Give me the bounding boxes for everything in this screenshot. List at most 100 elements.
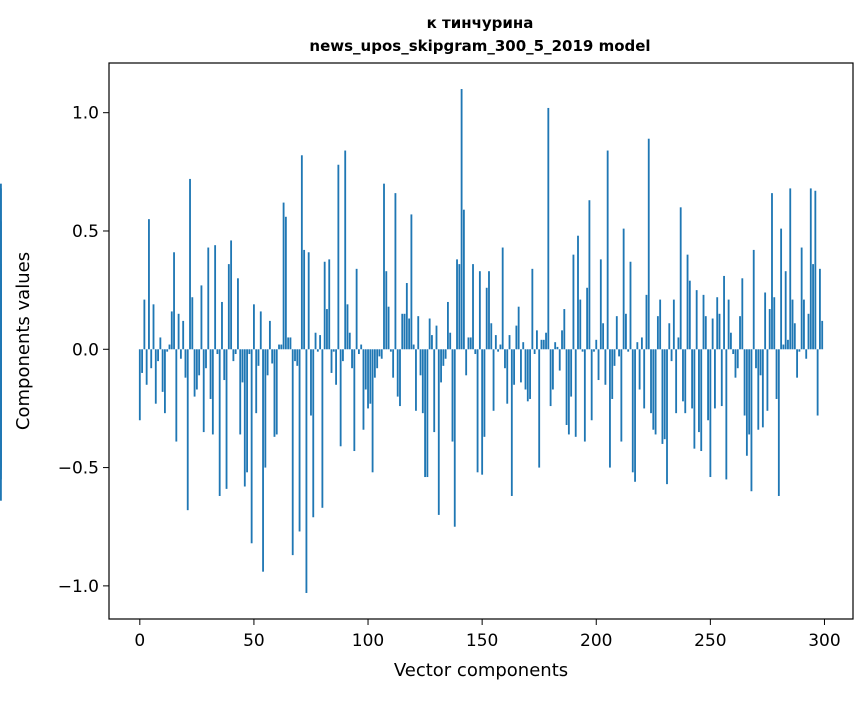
bar xyxy=(385,271,388,350)
bar xyxy=(771,193,773,350)
bar xyxy=(211,349,214,435)
bar xyxy=(440,349,442,383)
bar xyxy=(472,264,474,350)
bar xyxy=(814,190,817,350)
bar xyxy=(517,306,520,350)
bar xyxy=(221,301,223,350)
bar xyxy=(574,349,577,437)
bar xyxy=(631,349,634,473)
bar xyxy=(344,150,347,350)
bar xyxy=(675,349,678,414)
bar xyxy=(748,349,751,435)
bar xyxy=(638,349,641,390)
bar xyxy=(602,323,605,350)
bar xyxy=(191,297,194,350)
bar xyxy=(184,349,187,378)
bar xyxy=(485,287,488,350)
bar xyxy=(271,349,274,364)
bar xyxy=(401,313,404,350)
bar xyxy=(565,349,568,425)
y-tick-label: 0.0 xyxy=(72,340,99,360)
bar xyxy=(264,349,267,468)
bar xyxy=(714,349,716,409)
bar xyxy=(590,349,593,421)
bar xyxy=(595,339,598,350)
bar xyxy=(755,349,757,369)
bar xyxy=(0,271,2,350)
bar xyxy=(376,349,379,369)
bar xyxy=(152,304,155,350)
bar xyxy=(695,290,698,350)
bar xyxy=(173,252,175,350)
y-axis-label: Components values xyxy=(13,252,34,430)
bar xyxy=(403,313,406,350)
bar xyxy=(492,349,495,411)
bar xyxy=(435,325,438,350)
bar xyxy=(394,193,397,350)
bar xyxy=(499,344,502,350)
bar xyxy=(227,264,230,350)
bar xyxy=(360,344,363,350)
bar xyxy=(278,344,280,350)
bar xyxy=(419,349,422,376)
bar-series xyxy=(0,89,824,593)
bar xyxy=(666,349,668,485)
bar xyxy=(540,339,543,350)
bar xyxy=(451,349,454,442)
bar xyxy=(339,349,342,447)
bar xyxy=(679,207,682,350)
bar xyxy=(426,349,429,478)
bar xyxy=(682,349,684,402)
bar xyxy=(342,349,344,362)
bar xyxy=(768,309,771,350)
bar xyxy=(230,240,233,350)
bar xyxy=(672,299,675,350)
bar xyxy=(266,349,269,376)
bar xyxy=(305,349,308,593)
bar xyxy=(775,349,778,399)
bar xyxy=(234,349,237,355)
bar xyxy=(563,309,566,350)
bar xyxy=(645,294,648,350)
bar xyxy=(572,254,575,350)
bar xyxy=(506,349,509,404)
bar xyxy=(209,349,212,399)
bar xyxy=(739,316,741,350)
bar xyxy=(615,316,618,350)
bar xyxy=(821,320,824,350)
bar xyxy=(177,313,180,350)
bar xyxy=(625,313,627,350)
bar xyxy=(237,278,239,350)
bar xyxy=(362,349,365,430)
bar xyxy=(164,349,166,414)
bar xyxy=(189,178,191,350)
bar xyxy=(410,214,413,350)
bar xyxy=(148,219,150,350)
bar xyxy=(417,316,420,350)
bar xyxy=(243,349,246,487)
bar xyxy=(205,349,207,369)
y-tick-label: 0.5 xyxy=(72,222,99,242)
bar xyxy=(348,332,351,350)
bar xyxy=(586,287,589,350)
bar xyxy=(536,330,538,350)
bar xyxy=(522,342,525,350)
bar xyxy=(501,247,504,350)
bar xyxy=(141,349,144,373)
bar xyxy=(294,349,296,362)
bar xyxy=(764,292,767,350)
bar xyxy=(723,275,725,350)
bar xyxy=(465,349,468,376)
bar xyxy=(533,349,536,355)
bar xyxy=(364,349,367,390)
bar xyxy=(609,349,611,468)
bar xyxy=(421,349,424,414)
bar xyxy=(408,318,411,350)
bar xyxy=(716,297,719,350)
bar xyxy=(225,349,228,489)
bar xyxy=(330,349,333,373)
bar xyxy=(259,311,262,350)
bar xyxy=(510,349,513,496)
